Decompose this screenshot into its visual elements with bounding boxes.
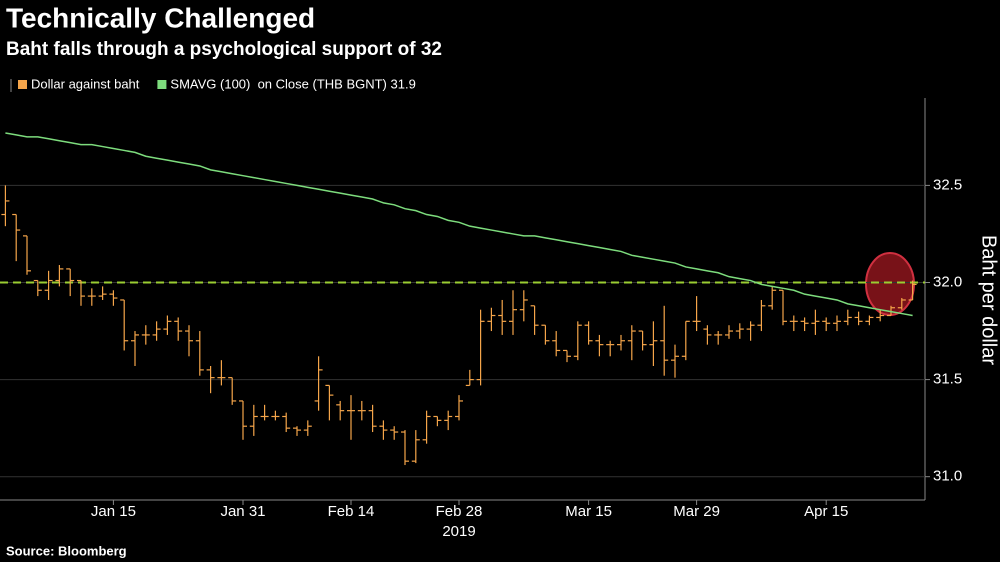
legend-swatch <box>18 80 27 89</box>
x-tick-label: Feb 14 <box>328 503 375 520</box>
x-tick-label: Jan 31 <box>220 503 265 520</box>
sma-line <box>5 132 913 317</box>
x-annotation: 2019 <box>442 523 475 540</box>
legend-label: Dollar against baht <box>31 76 140 91</box>
x-tick-label: Feb 28 <box>436 503 483 520</box>
y-tick-label: 31.5 <box>933 371 962 388</box>
x-tick-label: Mar 15 <box>565 503 612 520</box>
chart-subtitle: Baht falls through a psychological suppo… <box>6 39 442 60</box>
legend-swatch <box>157 80 167 89</box>
y-tick-label: 31.0 <box>933 468 962 485</box>
source: Source: Bloomberg <box>6 543 127 558</box>
x-tick-label: Jan 15 <box>91 503 136 520</box>
highlight-circle <box>865 252 915 316</box>
x-tick-label: Apr 15 <box>804 503 848 520</box>
y-tick-label: 32.0 <box>933 273 962 290</box>
y-tick-label: 32.5 <box>933 176 962 193</box>
x-tick-label: Mar 29 <box>673 503 720 520</box>
chart-title: Technically Challenged <box>6 2 315 33</box>
legend-label: SMAVG (100) on Close (THB BGNT) 31.9 <box>170 76 415 91</box>
y-axis-label: Baht per dollar <box>978 235 1000 365</box>
